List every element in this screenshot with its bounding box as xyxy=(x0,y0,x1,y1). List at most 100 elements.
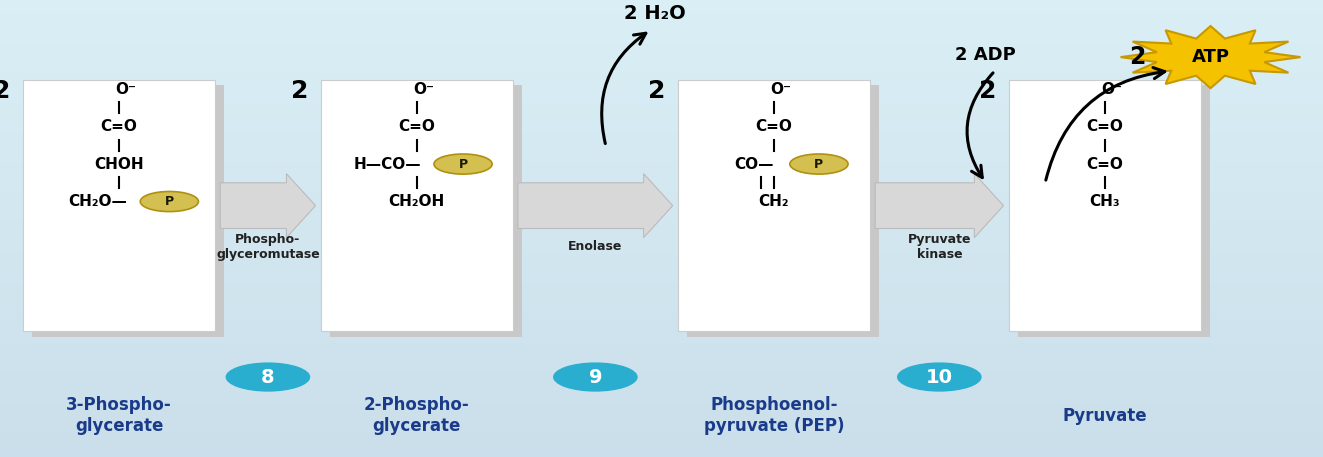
Bar xyxy=(0,43,1323,46)
FancyBboxPatch shape xyxy=(331,85,521,337)
Bar xyxy=(0,53,1323,55)
Text: ATP: ATP xyxy=(1192,48,1229,66)
Text: C=O: C=O xyxy=(755,119,792,134)
Bar xyxy=(0,409,1323,411)
Bar xyxy=(0,432,1323,434)
Bar xyxy=(0,5,1323,7)
Bar xyxy=(0,217,1323,219)
Text: P: P xyxy=(459,158,467,170)
Bar xyxy=(0,318,1323,320)
Bar xyxy=(0,203,1323,206)
Bar xyxy=(0,121,1323,123)
Bar xyxy=(0,338,1323,340)
Bar xyxy=(0,427,1323,430)
Bar xyxy=(0,192,1323,194)
Text: P: P xyxy=(815,158,823,170)
Bar xyxy=(0,377,1323,379)
Text: 2-Phospho-
glycerate: 2-Phospho- glycerate xyxy=(364,397,470,435)
Bar xyxy=(0,146,1323,149)
Bar xyxy=(0,46,1323,48)
Bar xyxy=(0,292,1323,295)
Bar xyxy=(0,126,1323,128)
Bar xyxy=(0,370,1323,372)
Bar xyxy=(0,7,1323,9)
Bar xyxy=(0,254,1323,256)
Bar xyxy=(0,55,1323,57)
Bar xyxy=(0,249,1323,251)
Bar xyxy=(0,347,1323,350)
Bar xyxy=(0,85,1323,87)
Bar xyxy=(0,50,1323,53)
Bar xyxy=(0,299,1323,302)
Bar xyxy=(0,9,1323,11)
Bar xyxy=(0,452,1323,455)
Bar xyxy=(0,112,1323,114)
Bar xyxy=(0,144,1323,146)
Text: 2: 2 xyxy=(291,80,308,103)
Bar xyxy=(0,142,1323,144)
Bar xyxy=(0,315,1323,318)
Bar xyxy=(0,57,1323,59)
Text: 2: 2 xyxy=(1130,45,1146,69)
Text: Enolase: Enolase xyxy=(568,240,623,253)
Bar xyxy=(0,151,1323,153)
Bar xyxy=(0,297,1323,299)
Bar xyxy=(0,400,1323,402)
Bar xyxy=(0,169,1323,171)
Bar xyxy=(0,354,1323,356)
Bar xyxy=(0,75,1323,78)
Bar xyxy=(0,242,1323,244)
Bar xyxy=(0,395,1323,398)
Text: Pyruvate: Pyruvate xyxy=(1062,407,1147,425)
Bar xyxy=(0,329,1323,331)
Bar xyxy=(0,222,1323,224)
Bar xyxy=(0,272,1323,274)
Circle shape xyxy=(140,191,198,212)
Bar xyxy=(0,101,1323,103)
Bar xyxy=(0,158,1323,160)
Text: Phosphoenol-
pyruvate (PEP): Phosphoenol- pyruvate (PEP) xyxy=(704,397,844,435)
Bar xyxy=(0,199,1323,201)
Bar xyxy=(0,331,1323,334)
Bar xyxy=(0,98,1323,101)
Bar xyxy=(0,128,1323,130)
Text: 9: 9 xyxy=(589,367,602,387)
Bar xyxy=(0,388,1323,391)
FancyBboxPatch shape xyxy=(1019,85,1209,337)
Bar xyxy=(0,320,1323,322)
Bar xyxy=(0,398,1323,400)
Bar xyxy=(0,23,1323,25)
Bar xyxy=(0,27,1323,30)
Bar xyxy=(0,418,1323,420)
Bar xyxy=(0,110,1323,112)
FancyBboxPatch shape xyxy=(24,80,214,331)
Bar xyxy=(0,411,1323,414)
Bar xyxy=(0,123,1323,126)
Bar xyxy=(0,176,1323,178)
Bar xyxy=(0,327,1323,329)
Bar xyxy=(0,384,1323,386)
Bar xyxy=(0,231,1323,233)
Bar xyxy=(0,11,1323,14)
Bar xyxy=(0,434,1323,436)
Bar xyxy=(0,238,1323,240)
Bar xyxy=(0,402,1323,404)
Bar xyxy=(0,304,1323,306)
Bar xyxy=(0,340,1323,343)
Bar xyxy=(0,219,1323,222)
Polygon shape xyxy=(876,174,1004,238)
Bar xyxy=(0,114,1323,117)
Bar xyxy=(0,82,1323,85)
Bar xyxy=(0,372,1323,375)
Text: C=O: C=O xyxy=(1086,119,1123,134)
Bar xyxy=(0,274,1323,276)
Bar xyxy=(0,87,1323,89)
Bar xyxy=(0,404,1323,407)
Bar xyxy=(0,313,1323,315)
Bar xyxy=(0,263,1323,265)
Bar xyxy=(0,228,1323,231)
Bar xyxy=(0,407,1323,409)
Bar xyxy=(0,187,1323,190)
Bar xyxy=(0,279,1323,281)
Bar xyxy=(0,30,1323,32)
